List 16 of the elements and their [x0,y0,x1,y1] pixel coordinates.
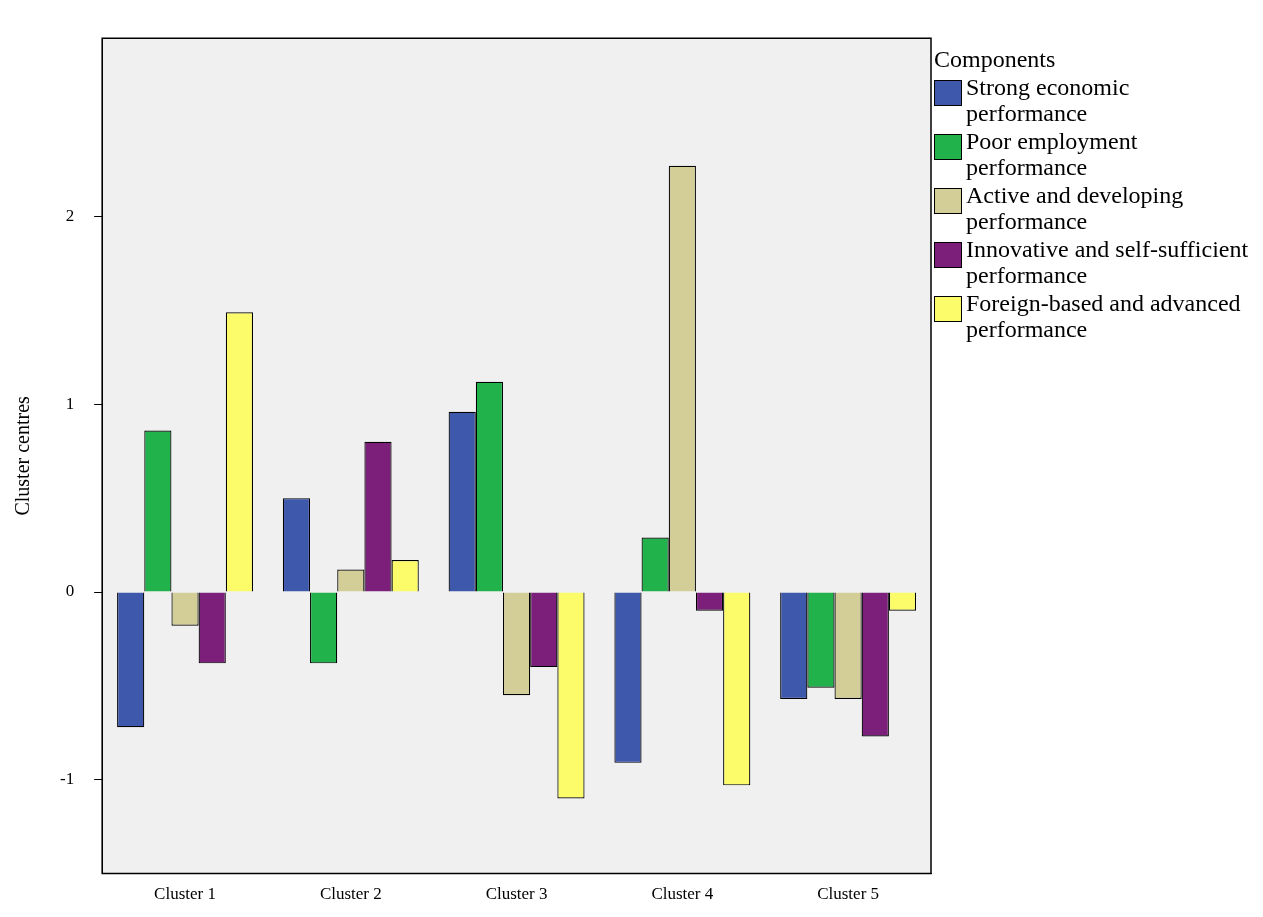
legend-label: Innovative and self-sufficient performance [966,236,1250,288]
y-tick-label: 1 [65,393,75,413]
y-tick-label: 2 [65,206,75,226]
y-tick-label: 0 [65,581,75,601]
y-tick-label: -1 [59,769,75,789]
legend-label: Foreign-based and advanced performance [966,290,1242,342]
legend-label: Active and developing performance [966,182,1185,234]
x-tick-label: Cluster 1 [154,884,216,904]
legend-title: Components [934,46,1057,72]
x-tick-label: Cluster 3 [485,884,548,904]
legend-label: Poor employment performance [966,128,1139,180]
legend-label: Strong economic performance [966,74,1131,126]
x-tick-label: Cluster 5 [817,884,880,904]
x-tick-label: Cluster 4 [651,884,714,904]
y-axis-title: Cluster centres [11,395,34,516]
x-tick-label: Cluster 2 [319,884,382,904]
